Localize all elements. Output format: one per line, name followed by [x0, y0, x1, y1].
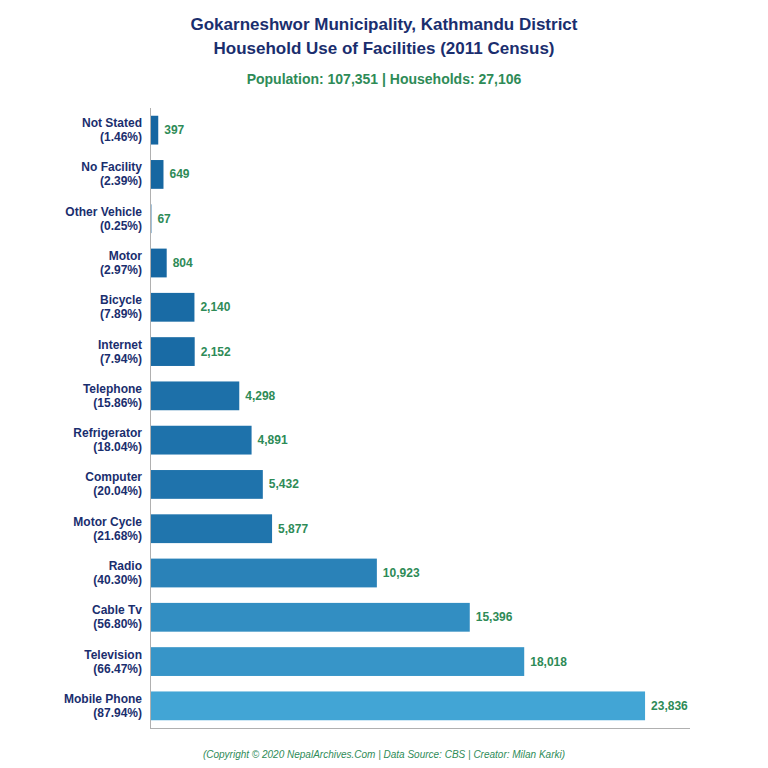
- y-tick-label: No Facility(2.39%): [81, 160, 142, 188]
- bar: [150, 559, 377, 588]
- y-tick-label: Motor Cycle(21.68%): [73, 515, 142, 543]
- y-tick-label: Other Vehicle(0.25%): [65, 205, 142, 233]
- bar: [150, 647, 524, 676]
- data-label: 10,923: [383, 566, 420, 580]
- subtitle: Population: 107,351 | Households: 27,106: [247, 71, 522, 87]
- bar: [150, 514, 272, 543]
- bar: [150, 337, 195, 366]
- title: Gokarneshwor Municipality, Kathmandu Dis…: [191, 15, 578, 58]
- y-tick-label: Refrigerator(18.04%): [73, 426, 142, 454]
- y-tick-label: Mobile Phone(87.94%): [64, 692, 142, 720]
- y-tick-label: Cable Tv(56.80%): [92, 603, 142, 631]
- y-tick-label: Telephone(15.86%): [83, 382, 142, 410]
- y-axis-line: [150, 108, 151, 728]
- bar: [150, 160, 163, 189]
- footer: (Copyright © 2020 NepalArchives.Com | Da…: [203, 749, 565, 760]
- data-label: 397: [164, 123, 184, 137]
- bars: [150, 116, 645, 721]
- chart-container: Gokarneshwor Municipality, Kathmandu Dis…: [0, 0, 768, 768]
- y-tick-label: Computer(20.04%): [85, 470, 142, 498]
- bar: [150, 426, 252, 455]
- bar: [150, 691, 645, 720]
- data-label: 2,152: [201, 345, 231, 359]
- data-label: 23,836: [651, 699, 688, 713]
- data-label: 5,432: [269, 477, 299, 491]
- data-label: 4,298: [245, 389, 275, 403]
- y-tick-label: Television(66.47%): [84, 648, 142, 676]
- data-label: 649: [169, 167, 189, 181]
- y-tick-label: Not Stated(1.46%): [82, 116, 142, 144]
- data-label: 804: [173, 256, 193, 270]
- bar: [150, 603, 470, 632]
- y-tick-label: Motor(2.97%): [100, 249, 142, 277]
- data-label: 18,018: [530, 655, 567, 669]
- data-label: 15,396: [476, 610, 513, 624]
- y-tick-label: Radio(40.30%): [93, 559, 142, 587]
- bar: [150, 381, 239, 410]
- data-label: 4,891: [258, 433, 288, 447]
- y-tick-label: Bicycle(7.89%): [100, 293, 142, 321]
- bar: [150, 116, 158, 145]
- x-axis-line: [150, 728, 690, 729]
- bar: [150, 249, 167, 278]
- bar: [150, 470, 263, 499]
- data-label: 67: [157, 212, 171, 226]
- chart-svg: Gokarneshwor Municipality, Kathmandu Dis…: [0, 0, 768, 768]
- bar: [150, 293, 194, 322]
- background: [0, 0, 768, 768]
- y-tick-label: Internet(7.94%): [98, 338, 142, 366]
- data-label: 2,140: [200, 300, 230, 314]
- data-label: 5,877: [278, 522, 308, 536]
